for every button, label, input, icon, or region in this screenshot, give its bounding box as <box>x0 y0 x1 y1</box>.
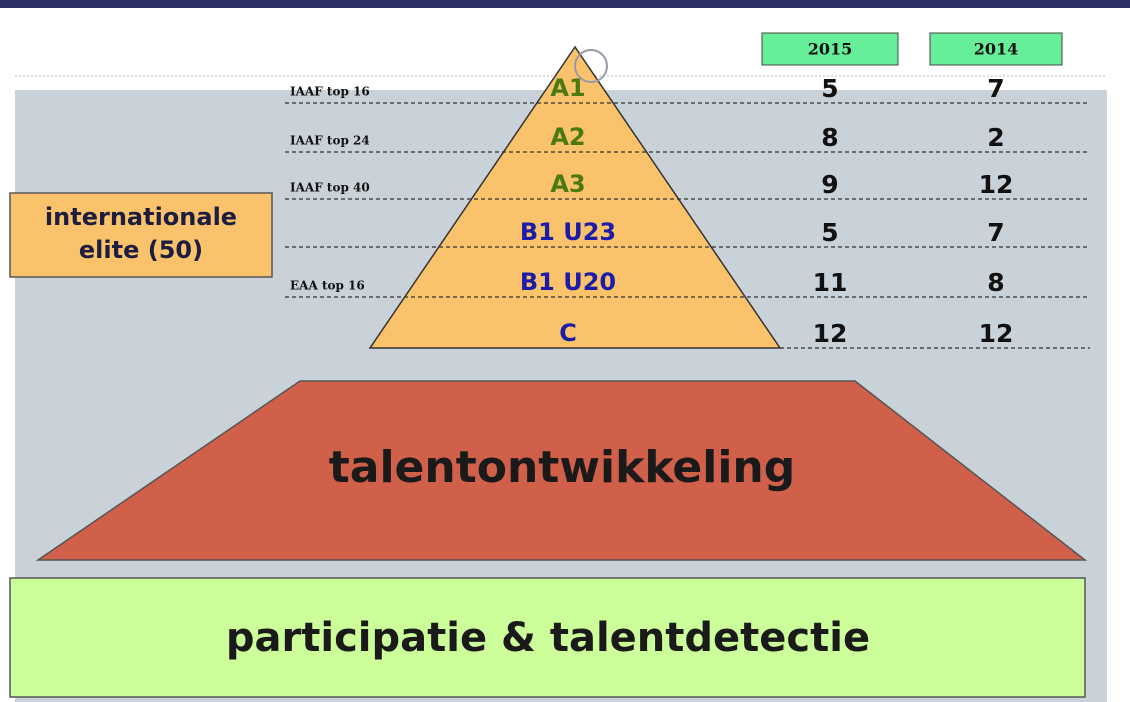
base-box <box>9 577 1086 698</box>
elite-label: internationale <box>45 203 237 231</box>
year-label: 2015 <box>808 40 853 59</box>
count-value: 12 <box>979 319 1014 348</box>
count-value: 11 <box>813 268 848 297</box>
count-value: 5 <box>821 218 838 247</box>
level-label: A3 <box>550 170 585 198</box>
pyramid <box>368 45 782 349</box>
level-label: A2 <box>550 123 585 151</box>
elite-box <box>9 192 273 278</box>
level-label: A1 <box>550 74 585 102</box>
count-value: 12 <box>813 319 848 348</box>
year-label: 2014 <box>974 40 1019 59</box>
criterion-label: IAAF top 40 <box>290 181 370 195</box>
level-label: C <box>559 319 577 347</box>
count-value: 8 <box>821 123 838 152</box>
level-label: B1 U23 <box>520 218 616 246</box>
middle-label: talentontwikkeling <box>329 442 796 493</box>
middle-trapezoid <box>35 380 1088 561</box>
count-value: 8 <box>987 268 1004 297</box>
level-label: B1 U20 <box>520 268 616 296</box>
year-box <box>761 32 899 66</box>
criterion-label: EAA top 16 <box>290 279 365 293</box>
base-label: participatie & talentdetectie <box>226 615 870 661</box>
count-value: 2 <box>987 123 1004 152</box>
count-value: 9 <box>821 170 838 199</box>
count-value: 7 <box>987 218 1004 247</box>
count-value: 5 <box>821 74 838 103</box>
pyramid-ornament <box>574 49 608 83</box>
criterion-label: IAAF top 24 <box>290 134 370 148</box>
count-value: 12 <box>979 170 1014 199</box>
count-value: 7 <box>987 74 1004 103</box>
year-box <box>929 32 1063 66</box>
criterion-label: IAAF top 16 <box>290 85 370 99</box>
top-bar <box>0 0 1130 8</box>
elite-label: elite (50) <box>79 236 203 264</box>
